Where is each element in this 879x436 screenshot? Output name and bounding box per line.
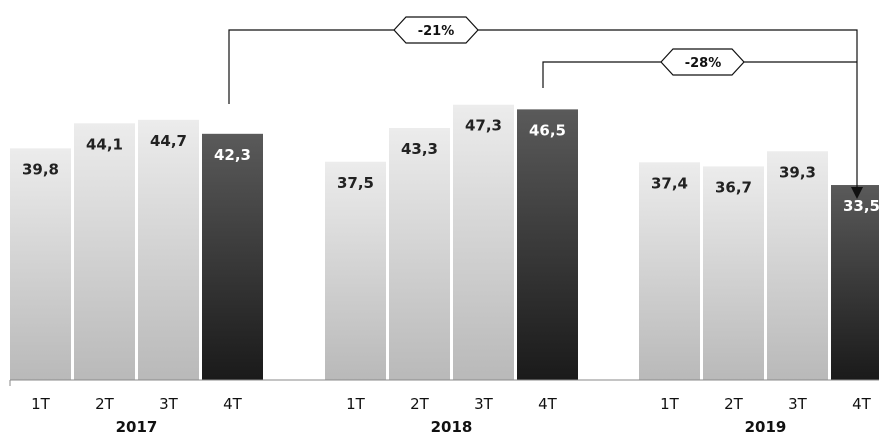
data-label-2017-1T: 39,8 [22,160,59,178]
tick-label-2018-3T: 3T [474,395,494,413]
tick-label-2018-4T: 4T [538,395,558,413]
annotation-minus-21-connector [228,29,858,190]
data-label-2018-1T: 37,5 [337,174,374,192]
group-label-2018: 2018 [431,418,473,436]
annotation-minus-28: -28% [542,48,857,88]
bar-2018-2T [389,127,450,380]
bar-2018-3T [453,104,514,381]
data-label-2017-2T: 44,1 [86,135,123,153]
bar-2018-4T [517,109,578,381]
bar-2017-4T [202,133,263,380]
bar-2019-3T [767,151,828,380]
group-label-2017: 2017 [116,418,158,436]
data-label-2019-4T: 33,5 [843,197,879,215]
annotation-minus-28-hexagon [660,48,745,76]
tick-label-2019-3T: 3T [788,395,808,413]
annotation-minus-21: -21% [228,16,863,199]
tick-label-2017-1T: 1T [31,395,51,413]
data-label-2019-3T: 39,3 [779,163,816,181]
bar-2018-1T [325,161,386,380]
tick-label-2017-2T: 2T [95,395,115,413]
data-label-2017-4T: 42,3 [214,146,251,164]
data-label-2018-3T: 47,3 [465,117,502,135]
annotation-minus-28-connector [542,61,857,88]
bar-2017-3T [138,119,199,380]
data-label-2019-2T: 36,7 [715,178,752,196]
data-label-2019-1T: 37,4 [651,174,688,192]
tick-label-2019-2T: 2T [724,395,744,413]
bar-2017-1T [10,148,71,380]
bar-2017-2T [74,123,135,380]
labels-layer: 39,8 1T 44,1 2T 44,7 3T 42,3 4T 2017 37,5 1T 43,3 2T… [22,117,879,436]
group-label-2019: 2019 [745,418,787,436]
annotation-minus-21-label: -21% [418,24,455,39]
bar-2019-1T [639,162,700,380]
data-label-2017-3T: 44,7 [150,132,187,150]
tick-label-2018-2T: 2T [410,395,430,413]
annotation-minus-21-hexagon [393,16,479,44]
tick-label-2017-4T: 4T [223,395,243,413]
annotation-minus-28-label: -28% [685,56,722,71]
tick-label-2018-1T: 1T [346,395,366,413]
tick-label-2019-1T: 1T [660,395,680,413]
data-label-2018-2T: 43,3 [401,140,438,158]
tick-label-2019-4T: 4T [852,395,872,413]
data-label-2018-4T: 46,5 [529,121,566,139]
bar-2019-4T [831,185,879,380]
annotation-minus-21-arrowhead [851,187,863,199]
bar-2019-2T [703,166,764,380]
tick-label-2017-3T: 3T [159,395,179,413]
bars-layer [10,104,879,381]
